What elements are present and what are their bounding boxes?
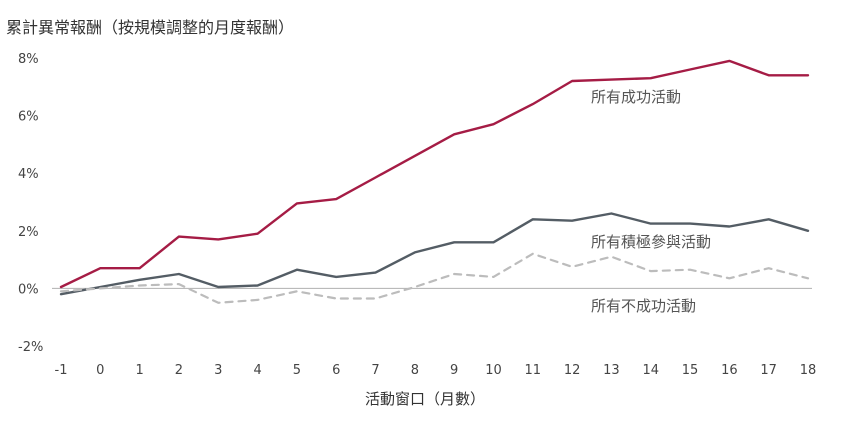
y-tick-label: 8% — [18, 52, 39, 67]
x-tick-label: 11 — [525, 363, 542, 378]
y-tick-label: 4% — [18, 167, 39, 182]
x-tick-label: 13 — [603, 363, 620, 378]
y-tick-label: 6% — [18, 110, 39, 125]
x-tick-label: 18 — [800, 363, 817, 378]
series-line-0 — [59, 59, 810, 289]
x-tick-label: 17 — [760, 363, 777, 378]
x-tick-label: 15 — [682, 363, 699, 378]
x-tick-label: 0 — [96, 363, 104, 378]
x-axis-label: 活動窗口（月數） — [365, 390, 485, 408]
x-tick-label: 3 — [214, 363, 222, 378]
series-line-1 — [59, 212, 810, 296]
x-tick-label: 5 — [293, 363, 301, 378]
x-tick-label: 9 — [450, 363, 458, 378]
y-tick-label: -2% — [18, 340, 43, 355]
y-tick-label: 2% — [18, 225, 39, 240]
x-tick-label: 10 — [485, 363, 502, 378]
x-tick-label: 7 — [371, 363, 379, 378]
x-tick-label: 14 — [642, 363, 659, 378]
series-label-2: 所有不成功活動 — [591, 297, 696, 315]
x-tick-label: 6 — [332, 363, 340, 378]
x-tick-label: -1 — [55, 363, 68, 378]
x-tick-label: 2 — [175, 363, 183, 378]
series-line-2 — [59, 252, 810, 304]
series-label-1: 所有積極參與活動 — [591, 233, 711, 251]
x-tick-label: 4 — [253, 363, 261, 378]
chart-title: 累計異常報酬（按規模調整的月度報酬） — [6, 18, 295, 37]
y-tick-label: 0% — [18, 282, 39, 297]
x-tick-label: 12 — [564, 363, 581, 378]
x-tick-label: 16 — [721, 363, 738, 378]
series-label-0: 所有成功活動 — [591, 88, 681, 106]
x-tick-label: 8 — [411, 363, 419, 378]
x-tick-label: 1 — [135, 363, 143, 378]
